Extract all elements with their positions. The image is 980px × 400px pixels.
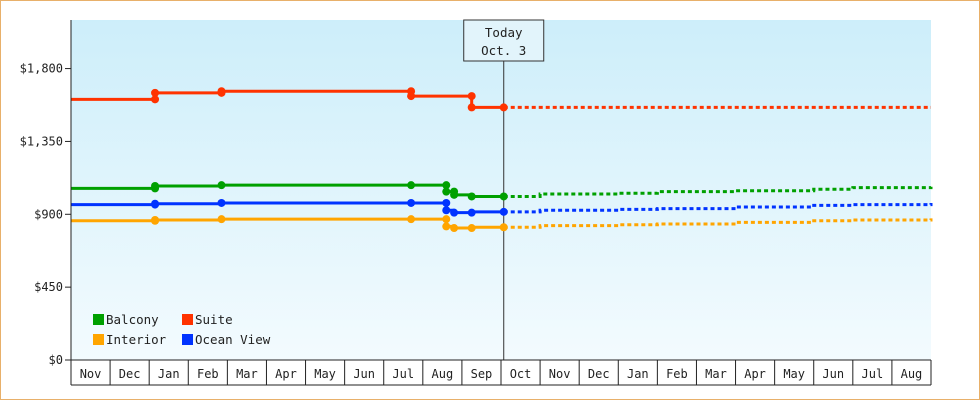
y-tick-label: $1,350	[20, 134, 63, 148]
data-point-interior[interactable]	[151, 215, 160, 224]
legend: Balcony Suite Interior Ocean View	[93, 312, 271, 347]
legend-swatch	[93, 334, 104, 345]
data-point-ocean-view[interactable]	[217, 198, 226, 207]
forecast-line-balcony	[503, 186, 933, 198]
data-point-balcony[interactable]	[450, 190, 459, 199]
data-point-interior[interactable]	[467, 224, 476, 233]
x-tick-label: Jun	[822, 367, 844, 381]
x-tick-label: Aug	[432, 367, 454, 381]
data-point-ocean-view[interactable]	[407, 198, 416, 207]
x-tick-label: Jul	[392, 367, 414, 381]
y-tick-label: $450	[34, 280, 63, 294]
x-tick-label: May	[314, 367, 336, 381]
forecast-line-ocean-view	[503, 202, 933, 214]
data-point-interior[interactable]	[499, 223, 508, 232]
series-ocean-view	[71, 198, 933, 217]
data-point-suite[interactable]	[151, 88, 160, 97]
x-tick-label: Apr	[744, 367, 766, 381]
x-tick-label: Nov	[549, 367, 571, 381]
x-tick-label: Dec	[119, 367, 141, 381]
legend-item-suite[interactable]: Suite	[182, 312, 233, 327]
data-point-ocean-view[interactable]	[467, 208, 476, 217]
x-tick-label: Aug	[901, 367, 923, 381]
legend-swatch	[93, 314, 104, 325]
series-lines	[71, 87, 933, 233]
today-marker: Today Oct. 3	[463, 19, 545, 360]
data-point-suite[interactable]	[217, 87, 226, 96]
data-point-balcony[interactable]	[467, 192, 476, 201]
x-tick-label: May	[783, 367, 805, 381]
x-tick-label: Mar	[236, 367, 258, 381]
data-point-suite[interactable]	[151, 95, 160, 104]
data-point-suite[interactable]	[467, 103, 476, 112]
x-tick-label: Nov	[80, 367, 102, 381]
x-tick-label: Feb	[666, 367, 688, 381]
data-point-balcony[interactable]	[442, 187, 451, 196]
x-tick-label: Jun	[353, 367, 375, 381]
data-point-interior[interactable]	[407, 215, 416, 224]
x-tick-label: Jan	[158, 367, 180, 381]
data-point-ocean-view[interactable]	[450, 208, 459, 217]
x-tick-label: Apr	[275, 367, 297, 381]
data-point-suite[interactable]	[467, 92, 476, 101]
axes: $0 $450 $900 $1,350 $1,800 Nov Dec Jan Feb Mar Apr…	[20, 20, 932, 386]
y-tick-label: $1,800	[20, 62, 63, 76]
data-point-ocean-view[interactable]	[499, 207, 508, 216]
data-point-ocean-view[interactable]	[151, 199, 160, 208]
legend-label: Suite	[195, 312, 233, 327]
series-interior	[71, 215, 933, 233]
data-point-ocean-view[interactable]	[442, 206, 451, 215]
legend-label: Balcony	[106, 312, 159, 327]
data-point-suite[interactable]	[407, 92, 416, 101]
forecast-line-interior	[503, 218, 933, 229]
data-point-interior[interactable]	[442, 222, 451, 231]
today-box	[463, 19, 545, 62]
data-point-interior[interactable]	[450, 224, 459, 233]
data-point-interior[interactable]	[217, 215, 226, 224]
series-suite	[71, 87, 931, 112]
data-point-balcony[interactable]	[499, 192, 508, 201]
data-point-ocean-view[interactable]	[442, 198, 451, 207]
x-tick-label: Oct	[510, 367, 532, 381]
x-tick-label: Jul	[862, 367, 884, 381]
x-tick-label: Jan	[627, 367, 649, 381]
y-tick-label: $900	[34, 207, 63, 221]
x-tick-label: Feb	[197, 367, 219, 381]
legend-item-ocean-view[interactable]: Ocean View	[182, 332, 271, 347]
x-tick-label: Sep	[471, 367, 493, 381]
data-point-interior[interactable]	[442, 215, 451, 224]
data-point-balcony[interactable]	[151, 181, 160, 190]
legend-item-interior[interactable]: Interior	[93, 332, 167, 347]
x-tick-label: Mar	[705, 367, 727, 381]
data-point-balcony[interactable]	[217, 181, 226, 190]
y-tick-label: $0	[49, 353, 63, 367]
series-balcony	[71, 181, 933, 201]
data-point-suite[interactable]	[499, 103, 508, 112]
today-label: Today	[485, 25, 523, 40]
legend-label: Ocean View	[195, 332, 271, 347]
data-point-balcony[interactable]	[407, 181, 416, 190]
legend-label: Interior	[106, 332, 167, 347]
legend-item-balcony[interactable]: Balcony	[93, 312, 159, 327]
today-date: Oct. 3	[481, 43, 526, 58]
data-point-balcony[interactable]	[442, 181, 451, 190]
legend-swatch	[182, 314, 193, 325]
x-tick-label: Dec	[588, 367, 610, 381]
legend-swatch	[182, 334, 193, 345]
